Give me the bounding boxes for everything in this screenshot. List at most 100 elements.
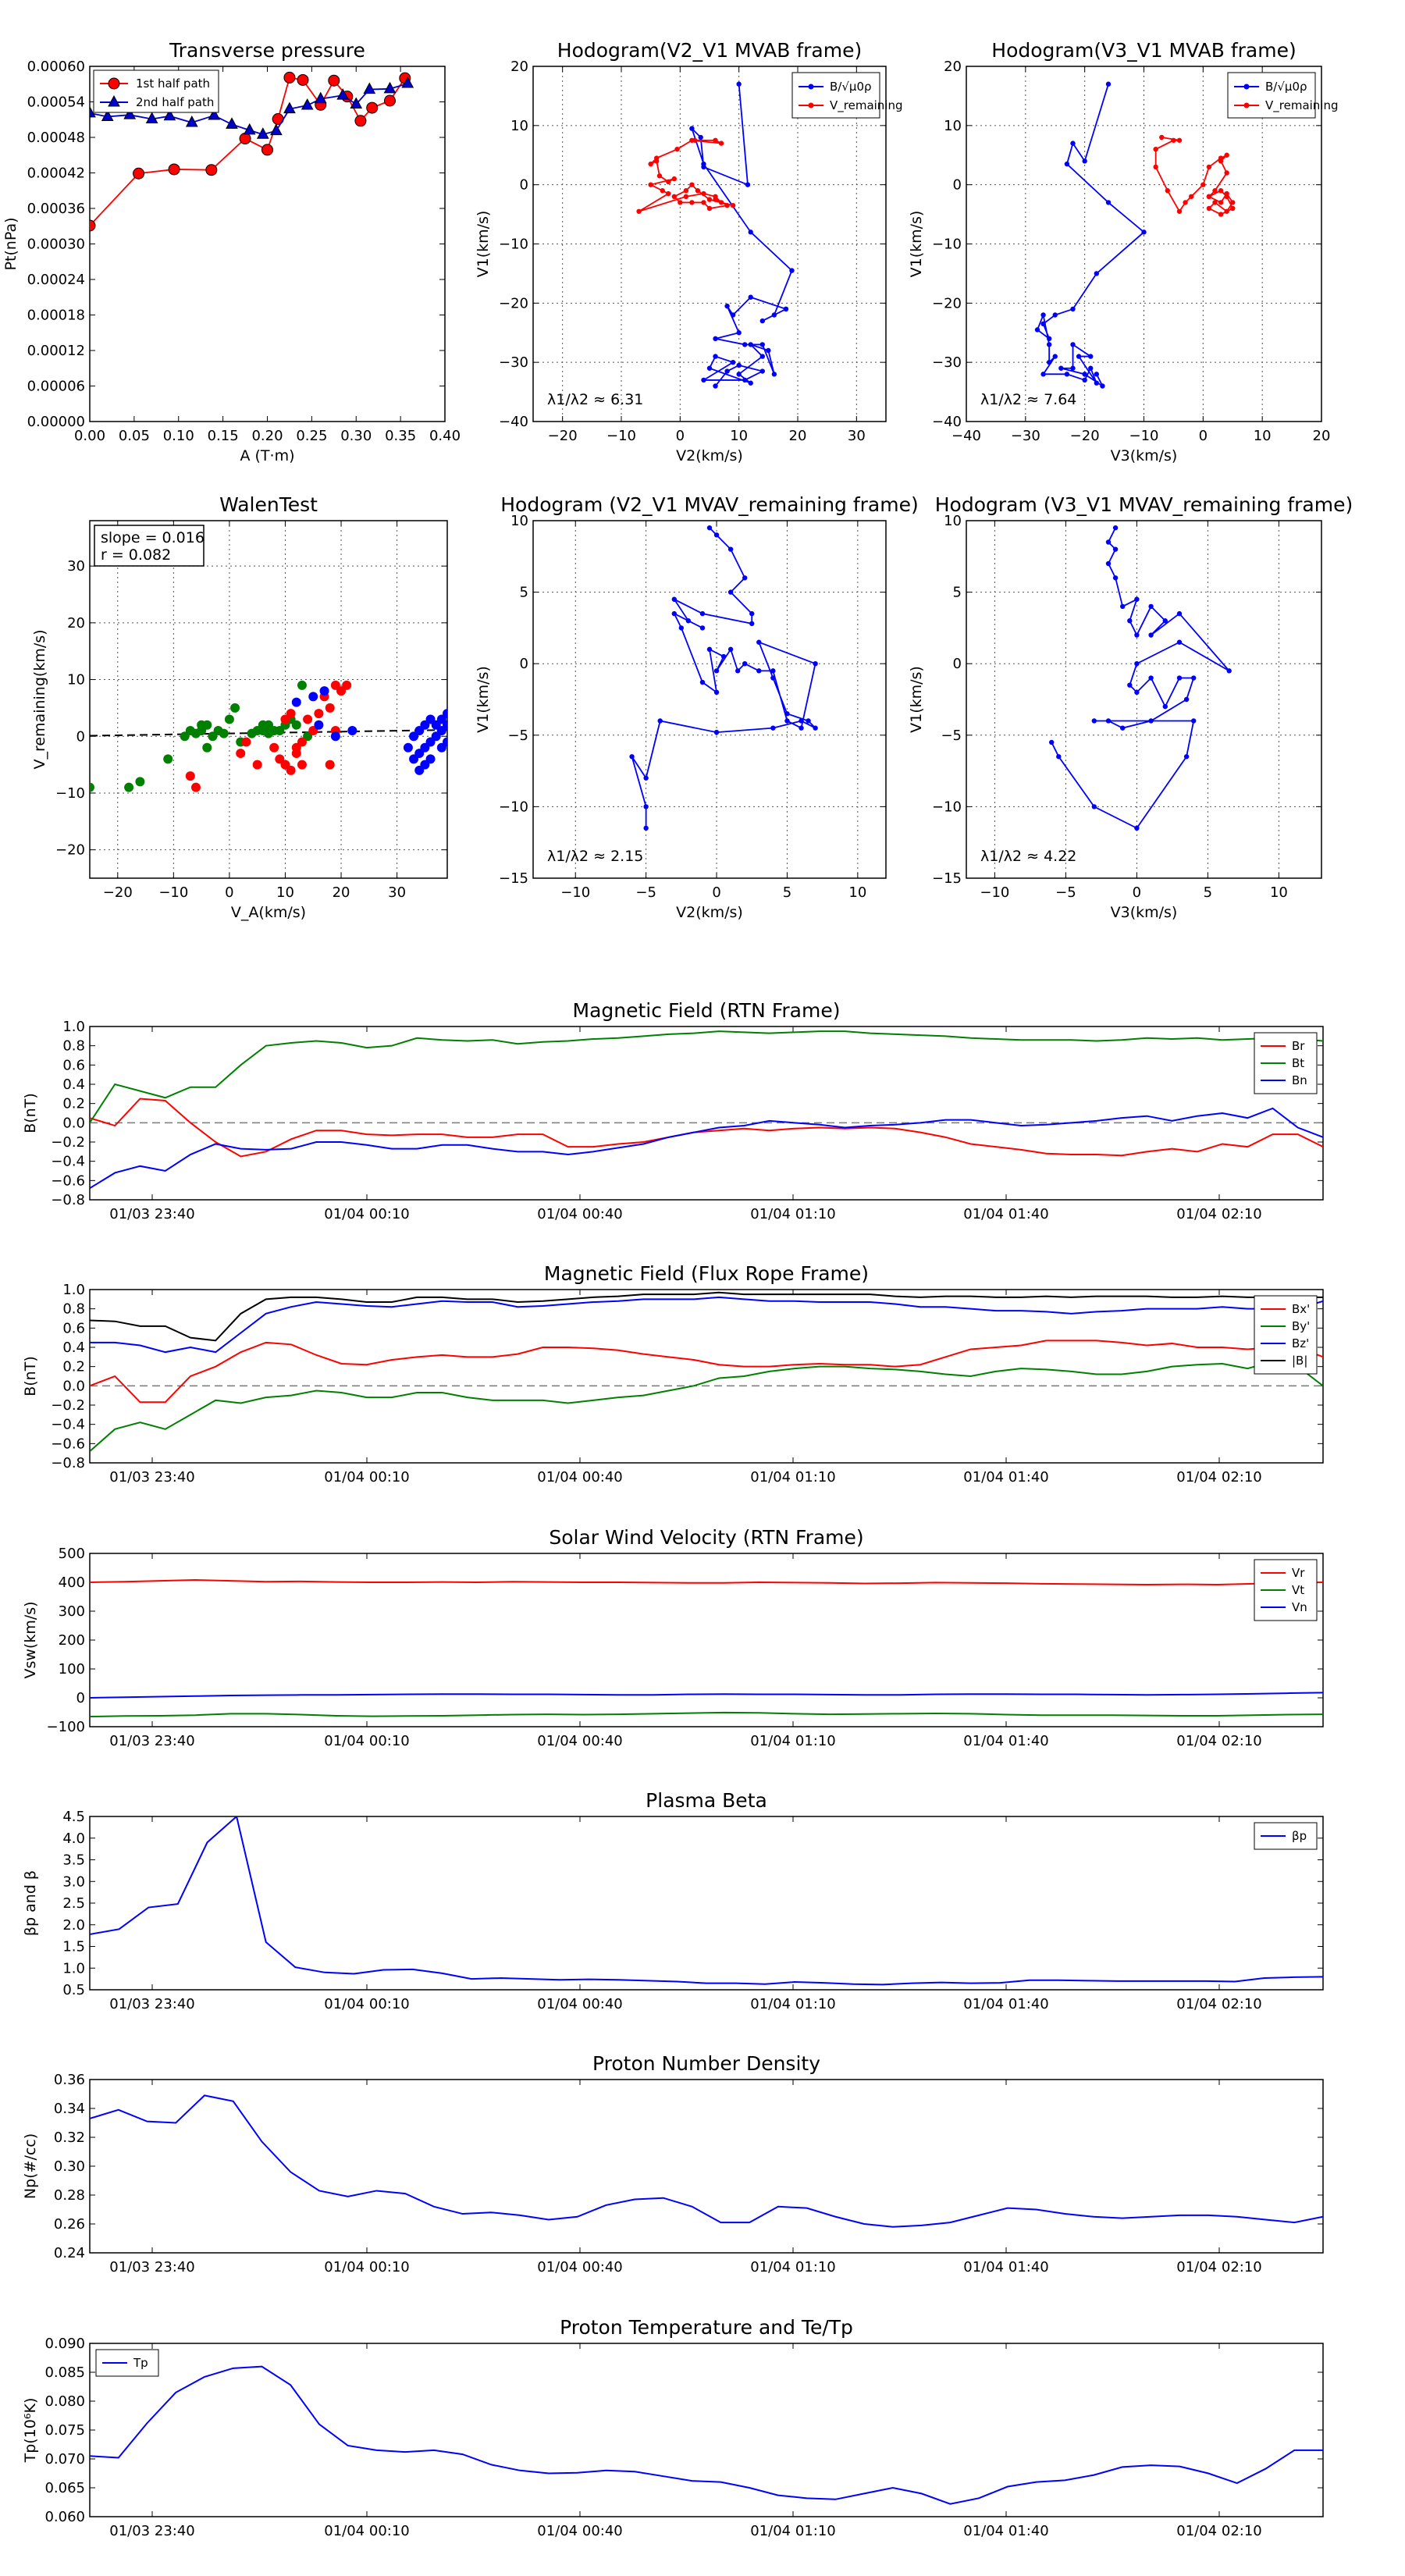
y-tick-label: −100	[47, 1719, 85, 1735]
series-0-point	[1127, 618, 1133, 624]
x-tick-label: 01/03 23:40	[109, 1469, 194, 1485]
y-tick-label: 0.4	[62, 1340, 85, 1356]
series-0-point	[657, 718, 663, 724]
x-tick-label: 20	[789, 428, 807, 444]
series-0-point	[748, 294, 753, 300]
y-tick-label: 0.00000	[27, 414, 85, 430]
y-tick-label: 0	[76, 728, 85, 745]
series-0-point	[1082, 377, 1087, 383]
y-tick-label: 0.2	[62, 1359, 85, 1375]
series-1-point	[671, 194, 677, 200]
series-0-point	[706, 646, 713, 653]
series-1-point	[350, 97, 363, 109]
series-0-point	[1148, 632, 1154, 638]
x-tick-label: 01/03 23:40	[109, 1206, 194, 1222]
series-0-point	[1094, 271, 1100, 276]
plot-frame	[89, 1816, 1324, 1991]
y-tick-label: 20	[510, 59, 528, 75]
series-0-point	[727, 589, 734, 595]
series-0-point	[1076, 354, 1082, 359]
series-2-point	[319, 686, 329, 696]
y-tick-label: −0.6	[51, 1436, 85, 1452]
stats-text: slope = 0.016	[101, 529, 205, 546]
series-2-line	[90, 1107, 1323, 1190]
series-0-point	[783, 306, 789, 312]
series-0-point	[1040, 372, 1046, 377]
series-0-point	[742, 661, 748, 667]
series-0-point	[1082, 158, 1087, 164]
series-1-point	[654, 158, 660, 164]
x-axis-label: V2(km/s)	[676, 447, 743, 464]
series-0-point	[1040, 321, 1046, 327]
series-0-point	[1191, 675, 1197, 681]
series-1-point	[701, 190, 706, 197]
series-0-line	[631, 527, 816, 828]
series-0-point	[713, 689, 720, 696]
series-0-point	[1070, 141, 1076, 146]
series-0-point	[1176, 639, 1183, 645]
y-tick-label: 0.32	[54, 2129, 85, 2146]
series-1-point	[241, 737, 251, 747]
series-1-point	[1212, 188, 1218, 194]
y-tick-label: −0.4	[51, 1417, 85, 1433]
series-2-point	[314, 720, 324, 730]
series-1-point	[145, 112, 158, 123]
y-tick-label: −15	[932, 870, 962, 887]
y-tick-label: 10	[67, 672, 85, 688]
series-0-point	[1094, 372, 1100, 377]
series-0-point	[283, 71, 296, 84]
series-0-point	[224, 714, 234, 724]
series-0-point	[1052, 354, 1058, 359]
y-tick-label: 5	[520, 585, 528, 601]
series-0-point	[1105, 200, 1112, 205]
y-axis-label: Pt(nPa)	[2, 217, 20, 270]
series-0-point	[742, 377, 748, 383]
x-tick-label: 01/04 02:10	[1176, 1469, 1261, 1485]
series-0-point	[689, 126, 695, 131]
series-0-line	[90, 2365, 1323, 2505]
series-0-point	[1112, 525, 1119, 531]
x-tick-label: 0	[676, 428, 685, 444]
series-1-point	[636, 208, 642, 214]
series-2-point	[425, 754, 436, 764]
y-tick-label: 100	[59, 1661, 85, 1678]
series-0-point	[1049, 739, 1055, 745]
chart-title: Transverse pressure	[169, 39, 365, 62]
x-tick-label: 01/04 01:40	[963, 1206, 1048, 1222]
series-1-point	[185, 771, 195, 781]
series-0-point	[1112, 546, 1119, 552]
plot-area	[90, 2094, 1323, 2228]
series-0-point	[1127, 682, 1133, 688]
y-tick-label: 500	[59, 1546, 85, 1562]
x-tick-label: 01/04 01:10	[750, 1469, 835, 1485]
series-0-point	[1105, 560, 1112, 567]
series-0-point	[205, 164, 218, 176]
y-tick-label: 0.28	[54, 2187, 85, 2204]
plot-area	[90, 1030, 1323, 1190]
y-tick-label: 20	[944, 59, 962, 75]
y-tick-label: 0	[520, 177, 528, 194]
plot-area	[90, 71, 414, 232]
y-tick-label: −5	[941, 728, 962, 744]
series-0-point	[749, 621, 755, 627]
series-1-line	[1154, 137, 1234, 215]
chart-title: Proton Number Density	[592, 2052, 820, 2075]
y-axis-label: V1(km/s)	[908, 666, 925, 733]
chart-title: Hodogram (V3_V1 MVAV_remaining frame)	[935, 493, 1353, 516]
y-tick-label: 20	[67, 615, 85, 632]
series-0-point	[784, 711, 790, 717]
annotation: λ1/λ2 ≈ 4.22	[980, 848, 1076, 865]
series-0-point	[1162, 703, 1168, 710]
series-1-point	[342, 680, 352, 690]
x-tick-label: 0.05	[119, 428, 150, 444]
plot-frame	[89, 2343, 1324, 2517]
series-1-point	[301, 98, 314, 110]
y-tick-label: −10	[932, 799, 962, 815]
chart-title: Proton Temperature and Te/Tp	[560, 2316, 853, 2339]
y-tick-label: 0	[953, 177, 962, 194]
series-0-point	[748, 229, 753, 235]
x-tick-label: 20	[1313, 428, 1331, 444]
series-1-point	[674, 146, 680, 152]
series-0-line	[1036, 84, 1145, 389]
